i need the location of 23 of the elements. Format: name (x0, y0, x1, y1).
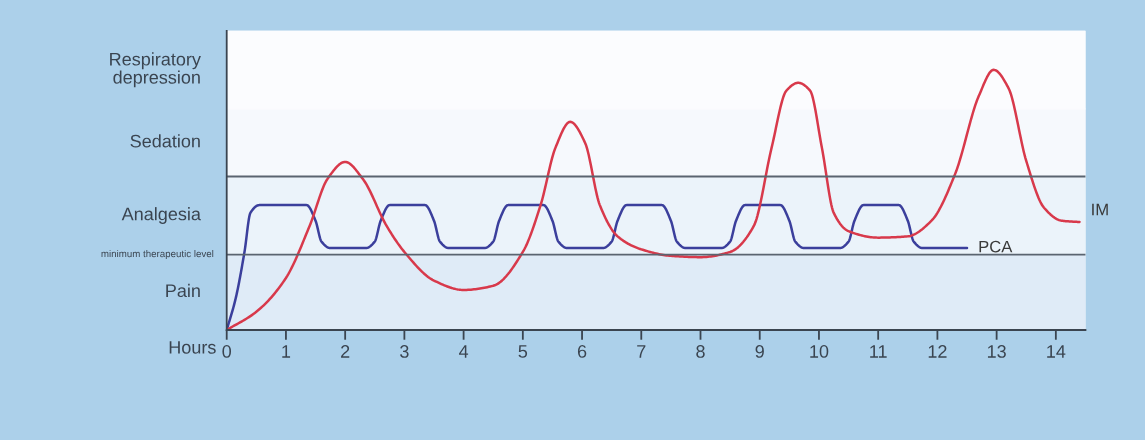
band-label: Respiratory depression (110, 52, 201, 88)
series-label: IM (1092, 203, 1108, 216)
band-label: Sedation (130, 134, 200, 148)
x-tick-label: 2 (341, 345, 350, 358)
x-axis-title: Hours (169, 341, 216, 354)
x-tick-label: 13 (987, 345, 1006, 358)
x-tick-label: 8 (696, 345, 705, 358)
x-tick-label: 9 (755, 345, 764, 358)
x-tick-label: 7 (637, 345, 646, 358)
x-tick-label: 0 (222, 345, 232, 358)
band-label: Analgesia (121, 207, 201, 224)
x-tick-label: 4 (459, 345, 469, 358)
x-tick-label: 6 (577, 345, 587, 358)
x-tick-label: 1 (282, 345, 291, 358)
series-label: PCA (979, 240, 1013, 253)
x-tick-label: 14 (1047, 345, 1066, 358)
x-tick-label: 11 (870, 345, 887, 358)
ref-line-label: minimum therapeutic level (101, 250, 214, 260)
x-tick-label: 10 (810, 345, 829, 358)
band-label: Pain (166, 283, 200, 298)
x-tick-label: 3 (400, 345, 409, 358)
x-tick-label: 12 (928, 345, 947, 358)
x-tick-label: 5 (518, 345, 528, 358)
